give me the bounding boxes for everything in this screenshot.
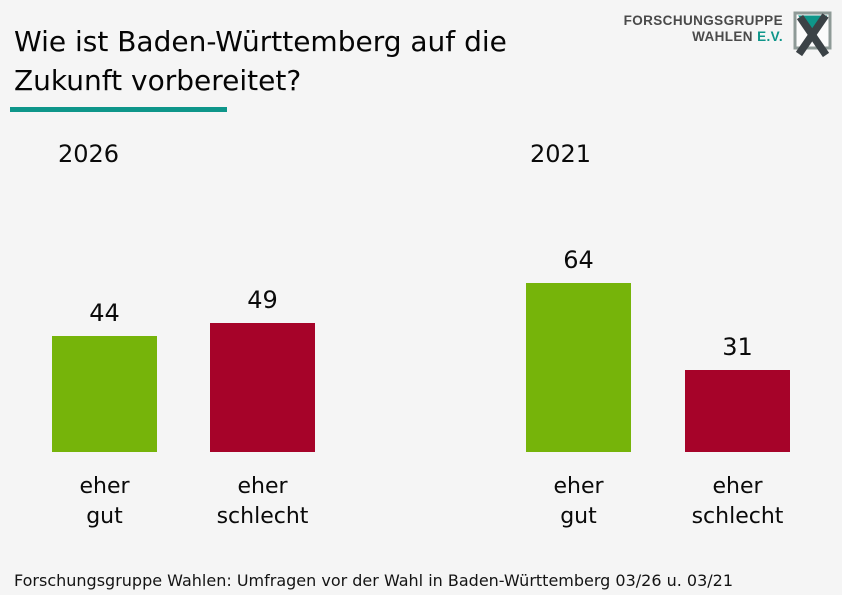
bar-rect — [685, 370, 790, 452]
bar-rect — [52, 336, 157, 452]
bar-2021-eher-schlecht: 31 eher schlecht — [685, 192, 790, 529]
logo-text: FORSCHUNGSGRUPPE WAHLEN E.V. — [624, 10, 783, 45]
bar-value-label: 31 — [722, 332, 753, 361]
bar-rect — [526, 283, 631, 452]
logo-line2: WAHLEN E.V. — [692, 29, 783, 45]
bar-2026-eher-schlecht: 49 eher schlecht — [210, 192, 315, 529]
group-label-2026: 2026 — [58, 140, 120, 168]
bar-category-label: eher gut — [553, 474, 604, 529]
bar-category-label: eher gut — [79, 474, 130, 529]
source-note: Forschungsgruppe Wahlen: Umfragen vor de… — [14, 571, 734, 590]
group-label-2021: 2021 — [530, 140, 592, 168]
bar-value-label: 64 — [563, 245, 594, 274]
title-underline — [10, 107, 227, 112]
bar-2026-eher-gut: 44 eher gut — [52, 192, 157, 529]
bar-2021-eher-gut: 64 eher gut — [526, 192, 631, 529]
bar-chart: 2026 2021 44 eher gut 49 eher schlecht 6… — [0, 140, 842, 529]
logo-line1: FORSCHUNGSGRUPPE — [623, 13, 783, 28]
bar-value-label: 44 — [89, 298, 120, 327]
page-title: Wie ist Baden-Württemberg auf die Zukunf… — [14, 25, 507, 98]
bar-category-label: eher schlecht — [691, 474, 784, 529]
logo-ev-suffix: E.V. — [757, 29, 783, 45]
fgw-logo: FORSCHUNGSGRUPPE WAHLEN E.V. — [624, 10, 835, 58]
ballot-x-logo-icon — [793, 11, 832, 58]
bar-value-label: 49 — [247, 285, 278, 314]
bar-category-label: eher schlecht — [216, 474, 309, 529]
bar-rect — [210, 323, 315, 452]
